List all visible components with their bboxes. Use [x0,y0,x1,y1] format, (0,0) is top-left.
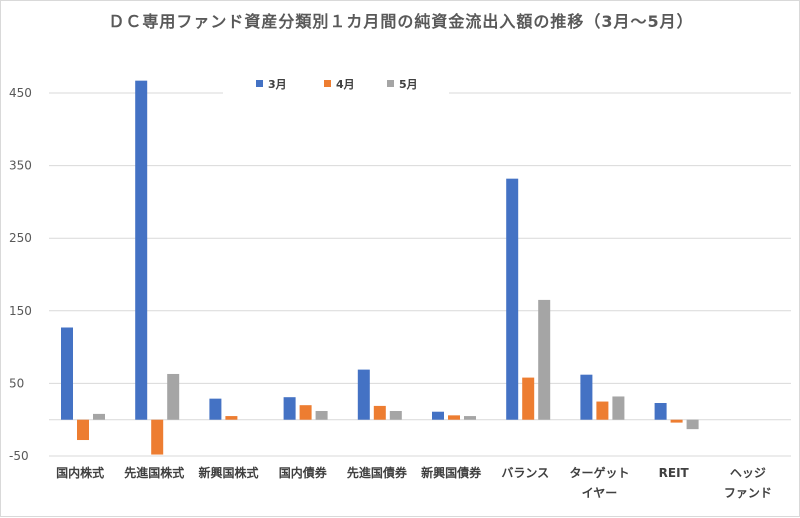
y-tick-label: 450 [9,86,32,100]
bar-5月-1 [167,373,180,420]
legend: 3月 4月 5月 [223,71,449,97]
x-tick-label: ターゲット [569,465,629,480]
bar-3月-3 [283,397,296,420]
x-axis: 国内株式 先進国株式 新興国株式 国内債券 先進国債券 新興国債券 バランス ターゲットイヤー… [56,465,772,500]
bar-3月-5 [432,411,444,420]
bar-4月-3 [299,405,312,420]
chart-title: ＤＣ専用ファンド資産分類別１カ月間の純資金流出入額の推移（3月～5月） [108,12,693,31]
x-tick-label: ファンド [724,486,772,500]
bar-3月-1 [135,80,148,420]
bar-5月-3 [315,410,328,420]
legend-swatch [387,80,394,87]
bars [61,80,699,455]
bar-3月-7 [580,374,593,420]
bar-3月-2 [209,398,222,420]
bar-5月-5 [464,416,476,420]
y-tick-label: 250 [9,231,32,245]
bar-5月-7 [612,396,625,420]
bar-5月-8 [686,419,699,430]
bar-4月-0 [77,419,89,441]
y-axis: -50 50 150 250 350 450 [9,86,32,463]
bar-4月-8 [670,419,683,423]
x-tick-label: 先進国債券 [347,465,408,480]
bar-3月-4 [357,369,370,420]
legend-label: 5月 [399,78,418,91]
y-tick-label: 150 [9,304,32,318]
x-tick-label: REIT [659,466,690,480]
legend-label: 4月 [336,78,355,91]
bar-5月-4 [389,410,402,420]
x-tick-label: バランス [501,466,549,480]
legend-swatch [324,80,331,87]
bar-5月-6 [538,299,551,420]
bar-4月-7 [596,401,609,420]
bar-4月-6 [522,377,535,420]
bar-4月-5 [448,415,460,420]
gridlines [49,92,791,457]
legend-label: 3月 [268,78,287,91]
bar-4月-4 [373,405,386,420]
x-tick-label: イヤー [582,486,618,500]
y-tick-label: 50 [9,376,24,390]
bar-4月-2 [225,416,238,420]
bar-4月-1 [151,419,164,455]
y-tick-label: -50 [9,449,29,463]
legend-swatch [256,80,263,87]
x-tick-label: 新興国株式 [198,465,258,480]
bar-3月-8 [654,403,667,420]
bar-3月-0 [61,327,73,420]
y-tick-label: 350 [9,159,32,173]
bar-3月-6 [506,178,519,420]
x-tick-label: 先進国株式 [124,465,184,480]
bar-5月-0 [93,413,105,420]
x-tick-label: 国内債券 [279,465,328,480]
x-tick-label: 国内株式 [56,465,104,480]
x-tick-label: ヘッジ [730,466,766,480]
x-tick-label: 新興国債券 [421,465,482,480]
